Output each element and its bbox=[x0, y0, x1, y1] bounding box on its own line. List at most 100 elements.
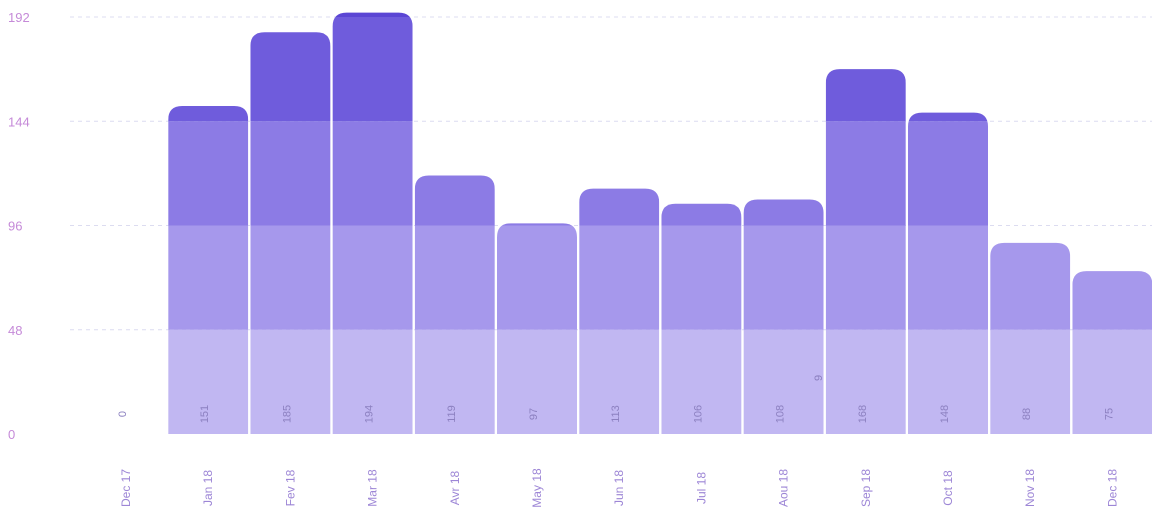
y-tick-label: 0 bbox=[8, 427, 15, 442]
bar-band bbox=[744, 0, 824, 17]
bar-annotation: 9 bbox=[813, 375, 825, 381]
y-tick-label: 192 bbox=[8, 10, 30, 25]
bar-band bbox=[743, 329, 824, 434]
bar bbox=[1072, 0, 1152, 434]
y-tick-label: 96 bbox=[8, 219, 22, 234]
bar-band bbox=[825, 69, 906, 122]
x-tick-label: Dec 17 bbox=[119, 469, 133, 507]
bar bbox=[168, 0, 249, 434]
bar-band bbox=[250, 225, 331, 330]
data-label: 108 bbox=[775, 405, 787, 423]
bar-band bbox=[250, 0, 330, 17]
bar-band bbox=[168, 121, 249, 226]
bar-band bbox=[497, 329, 577, 434]
bar-band bbox=[908, 225, 988, 330]
bar-band bbox=[743, 225, 824, 330]
x-tick-label: Oct 18 bbox=[941, 470, 955, 506]
bar-band bbox=[579, 329, 660, 434]
bar-band bbox=[250, 329, 331, 434]
bar-band bbox=[414, 225, 495, 330]
bar bbox=[743, 0, 824, 434]
y-tick-label: 144 bbox=[8, 114, 30, 129]
bar-band bbox=[908, 329, 988, 434]
x-axis: Dec 17 Jan 18 Fev 18 Mar 18 Avr 18 May 18 Jun … bbox=[119, 468, 1119, 508]
x-tick-label: Jan 18 bbox=[201, 470, 215, 506]
x-tick-label: Dec 18 bbox=[1105, 469, 1119, 507]
x-tick-label: Jun 18 bbox=[612, 470, 626, 506]
bar-band bbox=[661, 17, 741, 121]
bar-band bbox=[908, 0, 988, 17]
bar-band bbox=[825, 329, 906, 434]
bar-band bbox=[908, 112, 988, 122]
bar-band bbox=[661, 203, 742, 226]
bar-band bbox=[497, 17, 577, 121]
bar bbox=[825, 69, 906, 434]
data-label: 75 bbox=[1103, 408, 1115, 420]
bar-band bbox=[168, 225, 249, 330]
bar-band bbox=[743, 199, 824, 226]
x-tick-label: Jul 18 bbox=[694, 472, 708, 504]
x-tick-label: Aou 18 bbox=[777, 469, 791, 507]
bar-band bbox=[414, 329, 495, 434]
bar-band bbox=[661, 225, 742, 330]
bar-band bbox=[497, 0, 577, 17]
bar-band bbox=[332, 121, 413, 226]
bar-band bbox=[332, 329, 413, 434]
bar-band bbox=[579, 0, 659, 17]
bar-band bbox=[661, 329, 742, 434]
bar-band bbox=[168, 106, 249, 122]
bar-band bbox=[825, 121, 906, 226]
bar-band bbox=[415, 0, 495, 17]
bar-band bbox=[579, 17, 659, 121]
data-label: 185 bbox=[281, 405, 293, 423]
bar-band bbox=[497, 225, 577, 330]
bar-band bbox=[990, 0, 1070, 17]
bar bbox=[332, 12, 413, 434]
bar bbox=[250, 0, 331, 434]
bar-band bbox=[579, 188, 660, 226]
bar-band bbox=[168, 0, 248, 17]
data-label: 168 bbox=[857, 405, 869, 423]
bar-band bbox=[661, 0, 741, 17]
labels-layer: 0 151 185 194 119 97 113 106 108 168 148 88 75 9 bbox=[117, 375, 1115, 423]
bar bbox=[661, 0, 742, 434]
bar bbox=[414, 0, 495, 434]
bar-band bbox=[250, 121, 331, 226]
bar bbox=[579, 0, 660, 434]
bar-band bbox=[990, 121, 1070, 225]
bar-band bbox=[497, 223, 577, 226]
bar-band bbox=[1072, 0, 1152, 17]
bar-band bbox=[990, 242, 1071, 330]
bar-band bbox=[990, 17, 1070, 121]
bar-band bbox=[744, 17, 824, 121]
x-tick-label: Nov 18 bbox=[1023, 469, 1037, 507]
bar bbox=[908, 0, 988, 434]
bar-band bbox=[990, 329, 1071, 434]
data-label: 151 bbox=[199, 405, 211, 423]
bar-band bbox=[415, 17, 495, 121]
bar-band bbox=[908, 121, 988, 226]
data-label: 113 bbox=[610, 405, 622, 423]
bar-band bbox=[168, 329, 249, 434]
x-tick-label: May 18 bbox=[530, 468, 544, 508]
data-label: 88 bbox=[1021, 408, 1033, 420]
y-tick-label: 48 bbox=[8, 323, 22, 338]
bar-band bbox=[579, 225, 660, 330]
bar-band bbox=[250, 32, 331, 122]
data-label: 119 bbox=[446, 405, 458, 423]
bar bbox=[990, 0, 1071, 434]
x-tick-label: Fev 18 bbox=[283, 469, 297, 506]
bar-band bbox=[332, 12, 413, 17]
bars-layer bbox=[168, 0, 1152, 434]
data-label: 0 bbox=[117, 411, 129, 417]
bar bbox=[497, 0, 577, 434]
data-label: 97 bbox=[528, 408, 540, 420]
bar-band bbox=[332, 17, 413, 122]
bar-band bbox=[1072, 121, 1152, 225]
bar-band bbox=[825, 225, 906, 330]
bar-band bbox=[1072, 271, 1152, 330]
x-tick-label: Avr 18 bbox=[448, 470, 462, 505]
data-label: 148 bbox=[939, 405, 951, 423]
